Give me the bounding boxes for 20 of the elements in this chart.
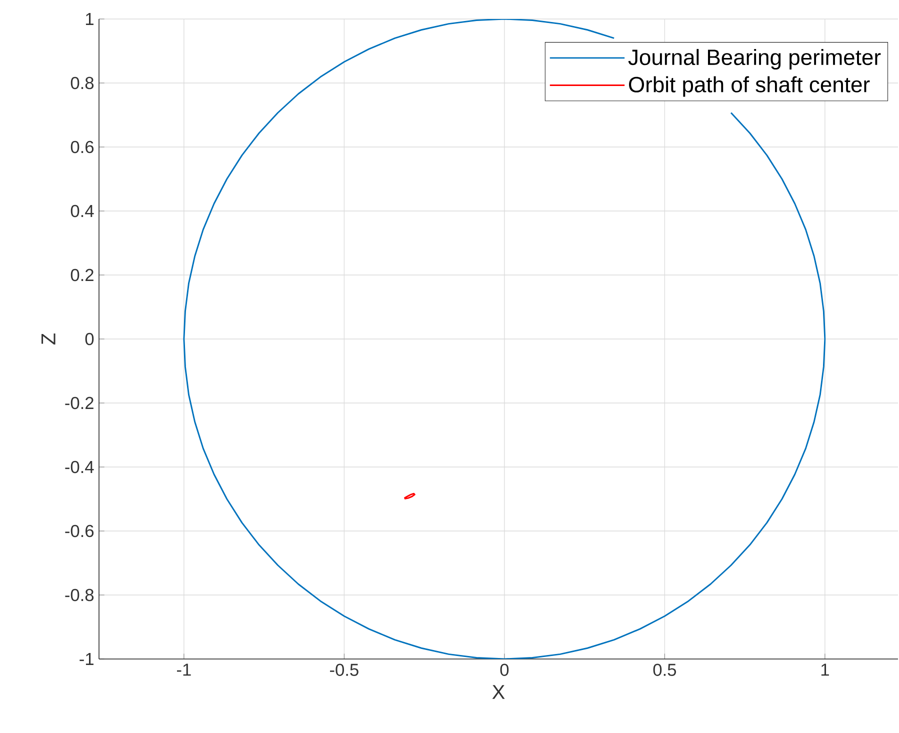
y-axis-title: Z [42, 334, 56, 344]
y-tick-label: 0.6 [70, 140, 94, 154]
x-tick-label: -1 [177, 664, 191, 676]
y-tick-label: -0.2 [65, 396, 94, 410]
x-tick-label: -0.5 [330, 664, 358, 676]
x-tick-label: 0.5 [653, 664, 676, 676]
x-tick-label: 0 [500, 664, 509, 676]
y-tick-label: -0.4 [65, 460, 94, 474]
y-tick-label: 0.4 [70, 204, 94, 218]
legend-label: Orbit path of shaft center [629, 76, 870, 97]
x-axis-title: X [492, 685, 505, 699]
legend-label: Journal Bearing perimeter [628, 48, 881, 70]
y-tick-label: 0.8 [70, 76, 94, 90]
y-tick-label: 0 [85, 332, 94, 346]
y-tick-label: -0.8 [65, 588, 94, 602]
x-tick-label: 1 [821, 664, 829, 676]
y-tick-label: 1 [86, 13, 94, 25]
y-tick-label: 0.2 [70, 268, 94, 282]
y-tick-label: -0.6 [65, 524, 94, 538]
y-tick-label: -1 [80, 653, 94, 665]
